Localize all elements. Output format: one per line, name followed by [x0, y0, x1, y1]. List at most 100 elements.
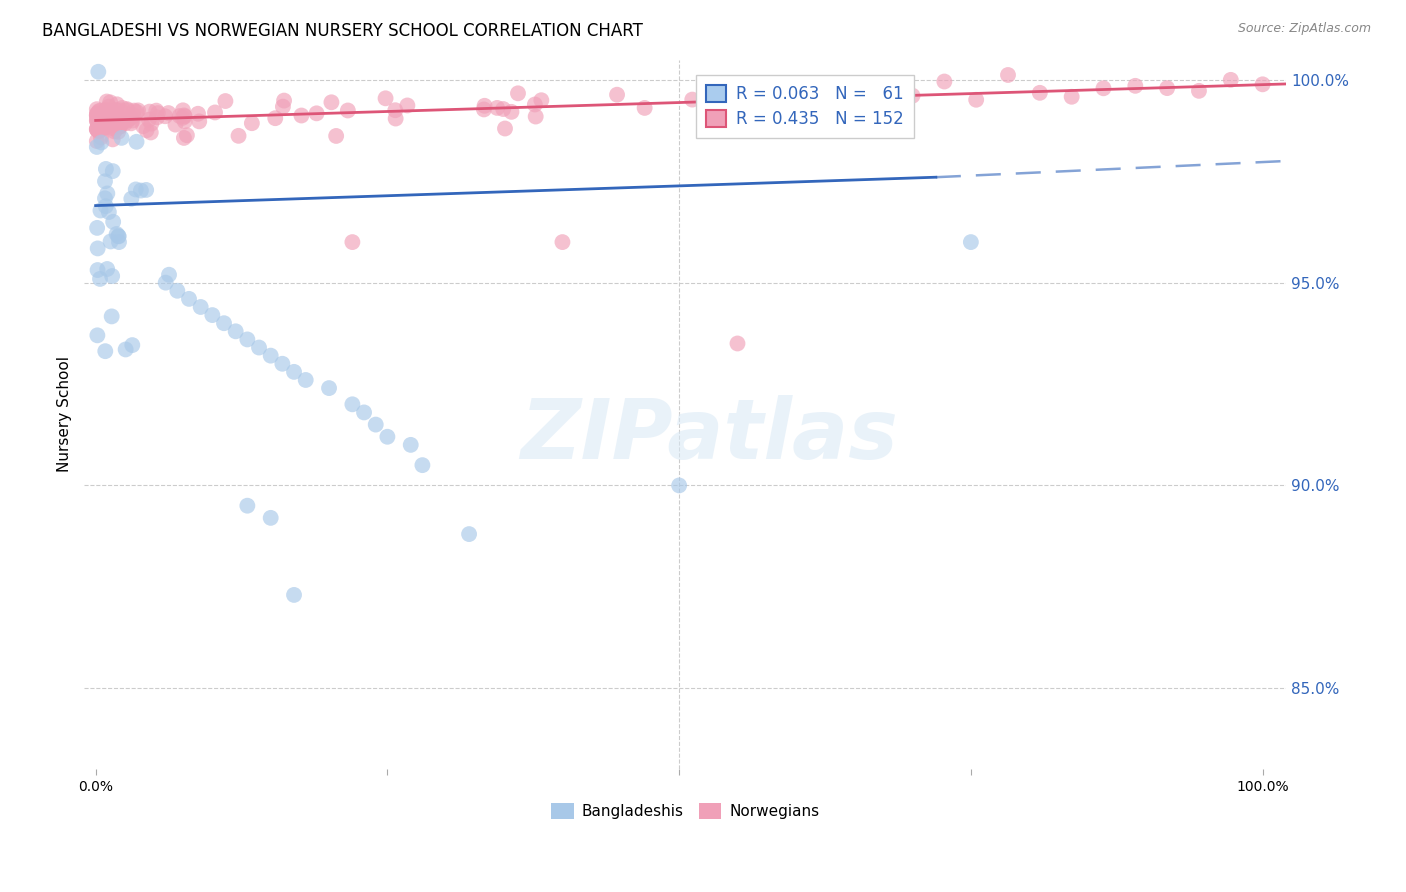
- Legend: Bangladeshis, Norwegians: Bangladeshis, Norwegians: [544, 797, 825, 825]
- Norwegians: [97, 119, 120, 133]
- Bangladeshis: [260, 511, 283, 525]
- Norwegians: [91, 107, 114, 121]
- Norwegians: [101, 104, 124, 119]
- Bangladeshis: [101, 164, 124, 178]
- Norwegians: [157, 106, 180, 120]
- Norwegians: [773, 103, 796, 117]
- Norwegians: [114, 116, 136, 130]
- Norwegians: [374, 91, 396, 105]
- Bangladeshis: [121, 338, 143, 352]
- Norwegians: [145, 103, 167, 118]
- Norwegians: [86, 108, 108, 122]
- Norwegians: [91, 114, 114, 128]
- Bangladeshis: [212, 316, 235, 330]
- Bangladeshis: [101, 268, 124, 283]
- Norwegians: [271, 100, 294, 114]
- Norwegians: [188, 114, 211, 128]
- Norwegians: [187, 107, 209, 121]
- Bangladeshis: [399, 438, 422, 452]
- Bangladeshis: [377, 430, 399, 444]
- Bangladeshis: [86, 328, 108, 343]
- Norwegians: [1060, 89, 1083, 103]
- Norwegians: [125, 105, 148, 120]
- Norwegians: [173, 114, 195, 128]
- Bangladeshis: [190, 300, 212, 314]
- Bangladeshis: [94, 191, 117, 205]
- Bangladeshis: [271, 357, 294, 371]
- Norwegians: [169, 109, 191, 123]
- Norwegians: [1092, 81, 1115, 95]
- Norwegians: [93, 112, 115, 127]
- Norwegians: [120, 111, 142, 125]
- Bangladeshis: [114, 343, 136, 357]
- Norwegians: [96, 95, 118, 109]
- Bangladeshis: [411, 458, 433, 472]
- Bangladeshis: [87, 64, 110, 78]
- Bangladeshis: [94, 174, 117, 188]
- Norwegians: [91, 120, 114, 135]
- Norwegians: [87, 120, 110, 135]
- Bangladeshis: [260, 349, 283, 363]
- Norwegians: [96, 114, 118, 128]
- Norwegians: [1219, 73, 1241, 87]
- Norwegians: [141, 117, 163, 131]
- Bangladeshis: [283, 365, 305, 379]
- Norwegians: [89, 123, 111, 137]
- Norwegians: [884, 86, 907, 100]
- Norwegians: [856, 95, 879, 109]
- Norwegians: [173, 108, 195, 122]
- Bangladeshis: [101, 215, 124, 229]
- Norwegians: [93, 110, 115, 124]
- Norwegians: [108, 120, 131, 134]
- Bangladeshis: [225, 324, 247, 338]
- Bangladeshis: [86, 263, 108, 277]
- Norwegians: [1123, 78, 1146, 93]
- Bangladeshis: [94, 161, 117, 176]
- Bangladeshis: [166, 284, 188, 298]
- Norwegians: [98, 95, 121, 110]
- Bangladeshis: [236, 333, 259, 347]
- Bangladeshis: [247, 341, 270, 355]
- Norwegians: [384, 103, 406, 118]
- Bangladeshis: [294, 373, 316, 387]
- Bangladeshis: [201, 308, 224, 322]
- Norwegians: [103, 108, 125, 122]
- Norwegians: [90, 120, 112, 134]
- Bangladeshis: [100, 310, 122, 324]
- Norwegians: [89, 124, 111, 138]
- Norwegians: [108, 103, 131, 118]
- Norwegians: [214, 94, 236, 108]
- Bangladeshis: [318, 381, 340, 395]
- Norwegians: [172, 103, 194, 118]
- Norwegians: [89, 103, 111, 118]
- Bangladeshis: [129, 184, 152, 198]
- Norwegians: [606, 87, 628, 102]
- Norwegians: [146, 111, 169, 125]
- Norwegians: [893, 89, 915, 103]
- Norwegians: [115, 102, 138, 116]
- Norwegians: [290, 109, 312, 123]
- Norwegians: [86, 113, 108, 128]
- Norwegians: [997, 68, 1019, 82]
- Norwegians: [86, 114, 108, 128]
- Norwegians: [173, 131, 195, 145]
- Norwegians: [173, 109, 195, 123]
- Bangladeshis: [107, 229, 129, 244]
- Bangladeshis: [86, 140, 108, 154]
- Norwegians: [321, 95, 343, 110]
- Norwegians: [934, 74, 956, 88]
- Norwegians: [90, 113, 112, 128]
- Bangladeshis: [155, 276, 177, 290]
- Bangladeshis: [105, 227, 128, 241]
- Norwegians: [633, 101, 655, 115]
- Norwegians: [1156, 81, 1178, 95]
- Norwegians: [492, 102, 515, 116]
- Text: ZIPatlas: ZIPatlas: [520, 395, 898, 476]
- Norwegians: [89, 121, 111, 136]
- Bangladeshis: [86, 220, 108, 235]
- Norwegians: [86, 122, 108, 136]
- Norwegians: [112, 115, 135, 129]
- Norwegians: [228, 128, 250, 143]
- Norwegians: [108, 120, 131, 134]
- Norwegians: [1029, 86, 1052, 100]
